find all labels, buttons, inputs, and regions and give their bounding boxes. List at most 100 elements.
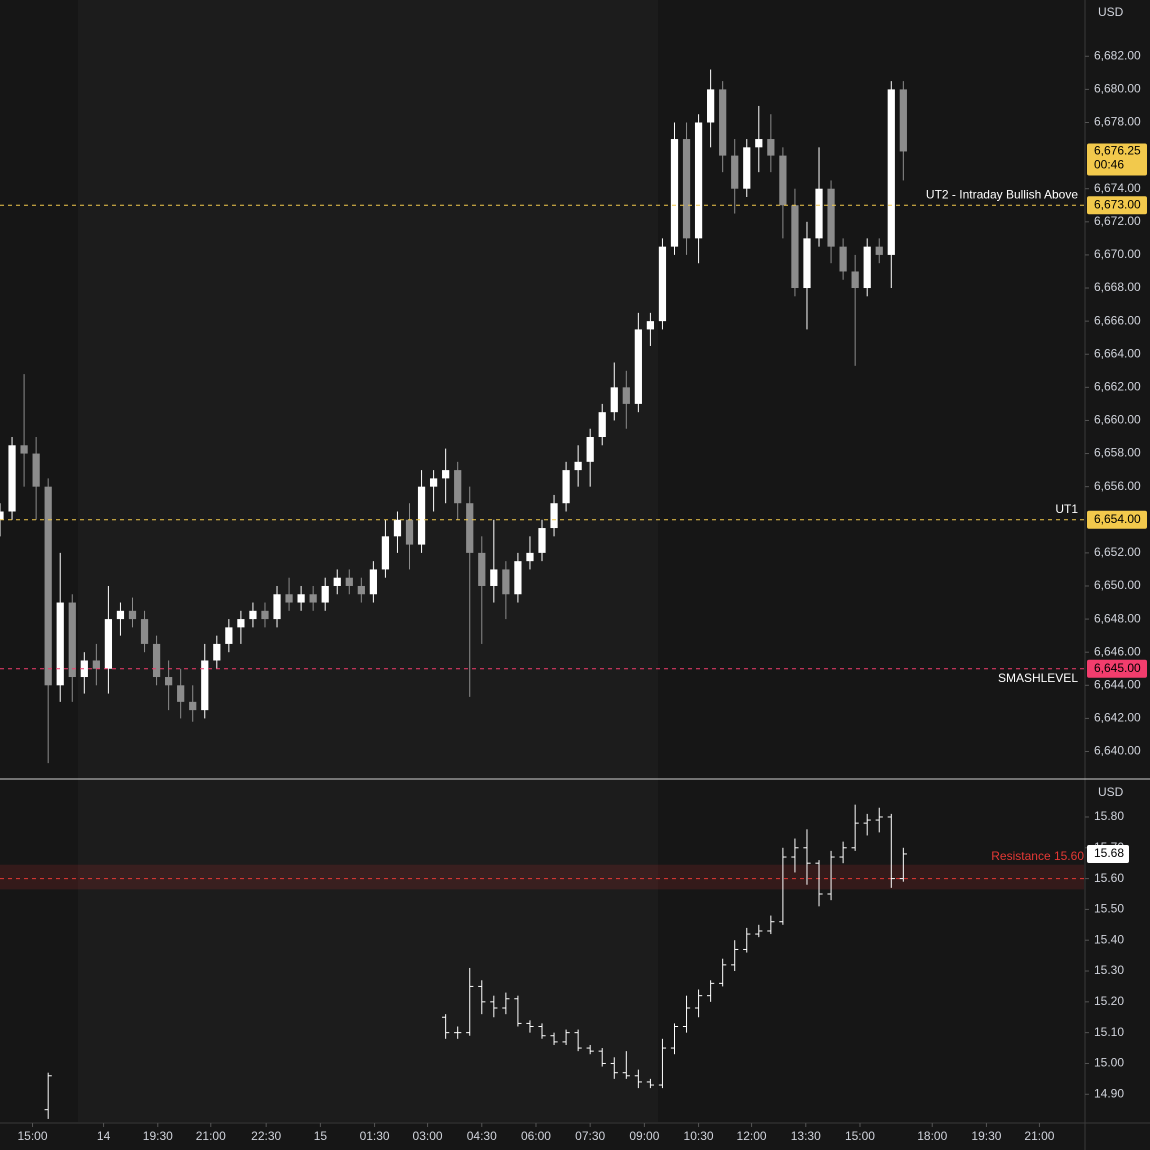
- x-tick-label: 06:00: [521, 1129, 551, 1143]
- candle-body: [297, 594, 305, 603]
- y-tick-label: 6,666.00: [1094, 313, 1141, 327]
- level-label: UT1: [1055, 502, 1078, 516]
- x-tick-label: 22:30: [251, 1129, 281, 1143]
- x-tick-label: 10:30: [684, 1129, 714, 1143]
- y-tick-label: 15.20: [1094, 994, 1124, 1008]
- candle-body: [803, 238, 811, 289]
- candle-body: [56, 602, 64, 686]
- y-tick-label: 6,674.00: [1094, 181, 1141, 195]
- currency-box: [1088, 782, 1128, 804]
- x-tick-label: 07:30: [575, 1129, 605, 1143]
- candle-body: [586, 437, 594, 462]
- candle-body: [285, 594, 293, 603]
- candle-body: [165, 677, 173, 686]
- x-tick-label: 13:30: [791, 1129, 821, 1143]
- candle-body: [32, 453, 40, 487]
- candle-body: [405, 519, 414, 545]
- candle-body: [92, 660, 100, 669]
- y-tick-label: 6,648.00: [1094, 611, 1141, 625]
- candle-body: [670, 139, 679, 247]
- y-tick-label: 6,682.00: [1094, 48, 1141, 62]
- last-price-tag: [1087, 143, 1147, 176]
- candle-body: [767, 139, 775, 156]
- candle-body: [44, 486, 52, 686]
- currency-box: [1088, 2, 1128, 24]
- candle-body: [562, 470, 570, 504]
- y-tick-label: 15.00: [1094, 1056, 1124, 1070]
- x-tick-label: 04:30: [467, 1129, 497, 1143]
- candle-body: [20, 445, 28, 454]
- candle-body: [682, 139, 691, 239]
- candle-body: [321, 585, 329, 603]
- candle-body: [731, 155, 739, 189]
- level-label: UT2 - Intraday Bullish Above: [926, 187, 1078, 201]
- candle-body: [550, 503, 558, 529]
- x-tick-label: 18:00: [917, 1129, 947, 1143]
- candle-body: [598, 412, 606, 438]
- y-tick-label: 15.30: [1094, 963, 1124, 977]
- candle-body: [177, 685, 185, 702]
- last-price-tag: [1087, 844, 1129, 863]
- candle-body: [634, 329, 642, 404]
- countdown-label: 00:46: [1094, 158, 1124, 172]
- y-tick-label: 15.80: [1094, 809, 1124, 823]
- level-tag-label: 6,654.00: [1094, 512, 1141, 526]
- candle-body: [490, 569, 498, 586]
- candle-body: [213, 643, 221, 661]
- level-tag-label: 6,673.00: [1094, 197, 1141, 211]
- last-price-label: 15.68: [1094, 846, 1124, 860]
- x-tick-label: 12:00: [737, 1129, 767, 1143]
- y-tick-label: 6,644.00: [1094, 677, 1141, 691]
- y-tick-label: 6,680.00: [1094, 82, 1141, 96]
- last-price-label: 6,676.25: [1094, 144, 1141, 158]
- level-tag-label: 6,645.00: [1094, 661, 1141, 675]
- candle-body: [875, 246, 883, 255]
- candle-body: [152, 643, 161, 678]
- x-tick-label: 09:00: [629, 1129, 659, 1143]
- candle-body: [369, 569, 377, 595]
- y-tick-label: 6,662.00: [1094, 380, 1141, 394]
- candle-body: [345, 577, 353, 586]
- level-tag: [1087, 510, 1147, 529]
- candle-body: [887, 89, 895, 255]
- candle-body: [478, 552, 486, 586]
- candle-body: [851, 271, 859, 289]
- candle-body: [610, 387, 618, 413]
- resistance-label: Resistance 15.60: [991, 849, 1084, 863]
- x-tick-label: 15:00: [845, 1129, 875, 1143]
- candle-body: [646, 321, 655, 330]
- candle-body: [68, 602, 76, 678]
- x-tick-label: 15:00: [18, 1129, 48, 1143]
- candle-body: [502, 569, 510, 595]
- candle-body: [249, 610, 257, 620]
- candle-body: [719, 89, 727, 156]
- x-tick-label: 21:00: [196, 1129, 226, 1143]
- level-tag: [1087, 196, 1147, 215]
- candle-body: [622, 387, 630, 404]
- y-tick-label: 6,670.00: [1094, 247, 1141, 261]
- candle-body: [815, 188, 823, 239]
- candle-body: [237, 619, 245, 628]
- candle-body: [658, 246, 667, 322]
- x-tick-label: 21:00: [1024, 1129, 1054, 1143]
- level-label: SMASHLEVEL: [998, 671, 1078, 685]
- candle-body: [827, 188, 835, 247]
- candle-body: [381, 536, 390, 570]
- candle-body: [743, 147, 751, 189]
- candle-body: [309, 594, 317, 603]
- y-tick-label: 15.10: [1094, 1025, 1124, 1039]
- x-tick-label: 03:00: [413, 1129, 443, 1143]
- candle-body: [104, 619, 113, 669]
- candle-body: [791, 205, 799, 289]
- y-tick-label: 6,660.00: [1094, 413, 1141, 427]
- candle-body: [417, 486, 426, 545]
- candle-body: [454, 470, 462, 504]
- candle-body: [128, 610, 137, 620]
- y-tick-label: 6,642.00: [1094, 711, 1141, 725]
- candle-body: [538, 528, 546, 553]
- candle-body: [333, 577, 341, 586]
- candle-body: [755, 139, 763, 148]
- candle-body: [574, 461, 582, 471]
- y-tick-label: 6,678.00: [1094, 115, 1141, 129]
